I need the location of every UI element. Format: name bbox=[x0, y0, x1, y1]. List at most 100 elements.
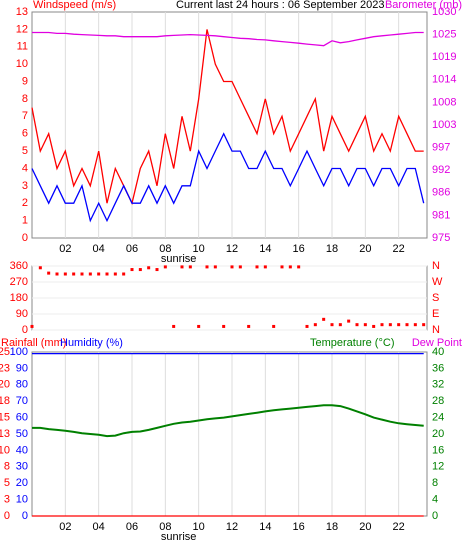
tick-label-y2ticks: 28 bbox=[432, 395, 444, 407]
direction-point bbox=[222, 324, 226, 328]
tick-label-yticks: 90 bbox=[16, 362, 28, 374]
tick-label-y2ticks: 992 bbox=[432, 164, 450, 176]
x-tick-label: 04 bbox=[93, 521, 105, 533]
tick-label-y3ticks: 0 bbox=[4, 510, 10, 522]
tick-label-yticks: 270 bbox=[10, 276, 28, 288]
tick-label-y2ticks: N bbox=[432, 324, 440, 336]
direction-point bbox=[297, 265, 301, 269]
dew-point-title: Dew Point bbox=[412, 337, 462, 349]
direction-point bbox=[30, 324, 34, 328]
x-tick-label: 14 bbox=[259, 243, 271, 255]
series-line bbox=[32, 404, 424, 438]
humidity-title: Humidity (%) bbox=[60, 337, 123, 349]
tick-label-yticks: 8 bbox=[22, 93, 28, 105]
direction-point bbox=[138, 268, 142, 272]
direction-point bbox=[322, 317, 326, 321]
direction-point bbox=[55, 272, 59, 276]
tick-label-y3ticks: 25 bbox=[0, 346, 10, 358]
tick-label-y2ticks: 4 bbox=[432, 494, 438, 506]
direction-point bbox=[247, 324, 251, 328]
annotation: sunrise bbox=[161, 531, 196, 542]
tick-label-y2ticks: 981 bbox=[432, 209, 450, 221]
direction-point bbox=[363, 323, 367, 327]
direction-point bbox=[380, 323, 384, 327]
tick-label-y3ticks: 23 bbox=[0, 362, 10, 374]
x-tick-label: 02 bbox=[59, 521, 71, 533]
direction-point bbox=[88, 272, 92, 276]
tick-label-yticks: 360 bbox=[10, 260, 28, 272]
tick-label-y2ticks: 40 bbox=[432, 346, 444, 358]
tick-label-y2ticks: 1019 bbox=[432, 51, 456, 63]
y-axis-title: Windspeed (m/s) bbox=[33, 0, 116, 11]
tick-label-yticks: 70 bbox=[16, 395, 28, 407]
direction-point bbox=[63, 272, 67, 276]
x-tick-label: 14 bbox=[259, 521, 271, 533]
tick-label-yticks: 0 bbox=[22, 324, 28, 336]
tick-label-y2ticks: 16 bbox=[432, 444, 444, 456]
tick-label-y3ticks: 10 bbox=[0, 444, 10, 456]
tick-label-y2ticks: S bbox=[432, 292, 439, 304]
x-tick-label: 02 bbox=[59, 243, 71, 255]
direction-point bbox=[122, 272, 126, 276]
tick-label-y2ticks: 975 bbox=[432, 232, 450, 244]
barometer-title: Barometer (mb) bbox=[385, 0, 462, 11]
tick-label-yticks: 10 bbox=[16, 494, 28, 506]
series-line bbox=[31, 29, 424, 206]
direction-point bbox=[188, 265, 192, 269]
tick-label-y2ticks: 1008 bbox=[432, 96, 456, 108]
tick-label-y3ticks: 5 bbox=[4, 477, 10, 489]
direction-point bbox=[338, 323, 342, 327]
tick-label-yticks: 60 bbox=[16, 412, 28, 424]
direction-point bbox=[413, 323, 417, 327]
tick-label-yticks: 80 bbox=[16, 379, 28, 391]
tick-label-yticks: 100 bbox=[10, 346, 28, 358]
direction-point bbox=[72, 272, 76, 276]
tick-label-y3ticks: 20 bbox=[0, 379, 10, 391]
direction-point bbox=[255, 265, 259, 269]
tick-label-yticks: 20 bbox=[16, 477, 28, 489]
tick-label-y2ticks: E bbox=[432, 308, 439, 320]
tick-label-y2ticks: 986 bbox=[432, 187, 450, 199]
direction-point bbox=[263, 265, 267, 269]
direction-point bbox=[397, 323, 401, 327]
direction-point bbox=[130, 268, 134, 272]
tick-label-yticks: 9 bbox=[22, 75, 28, 87]
direction-point bbox=[372, 324, 376, 328]
tick-label-yticks: 90 bbox=[16, 308, 28, 320]
direction-point bbox=[197, 324, 201, 328]
tick-label-yticks: 11 bbox=[17, 41, 28, 53]
tick-label-yticks: 40 bbox=[16, 444, 28, 456]
tick-label-y2ticks: 32 bbox=[432, 379, 444, 391]
x-tick-label: 04 bbox=[93, 243, 105, 255]
tick-label-y2ticks: 1014 bbox=[432, 74, 456, 86]
direction-point bbox=[280, 265, 284, 269]
tick-label-yticks: 10 bbox=[16, 58, 28, 70]
tick-label-yticks: 7 bbox=[22, 110, 28, 122]
tick-label-y3ticks: 8 bbox=[4, 461, 10, 473]
direction-point bbox=[172, 324, 176, 328]
direction-point bbox=[213, 265, 217, 269]
direction-point bbox=[155, 268, 159, 272]
direction-point bbox=[47, 271, 51, 275]
tick-label-yticks: 0 bbox=[22, 232, 28, 244]
tick-label-y3ticks: 15 bbox=[0, 412, 10, 424]
direction-point bbox=[113, 272, 117, 276]
tick-label-yticks: 30 bbox=[16, 461, 28, 473]
x-tick-label: 16 bbox=[293, 521, 305, 533]
tick-label-y2ticks: N bbox=[432, 260, 440, 272]
tick-label-y2ticks: W bbox=[432, 276, 443, 288]
direction-point bbox=[205, 265, 209, 269]
direction-point bbox=[230, 265, 234, 269]
tick-label-yticks: 4 bbox=[22, 162, 28, 174]
tick-label-yticks: 13 bbox=[16, 6, 28, 18]
x-tick-label: 08 bbox=[159, 243, 171, 255]
tick-label-y2ticks: 36 bbox=[432, 362, 444, 374]
x-tick-label: 12 bbox=[226, 243, 238, 255]
x-tick-label: 06 bbox=[126, 521, 138, 533]
x-tick-label: 10 bbox=[193, 243, 205, 255]
direction-point bbox=[238, 265, 242, 269]
rainfall-title: Rainfall (mm) bbox=[1, 337, 66, 349]
series-line bbox=[32, 31, 424, 47]
tick-label-yticks: 12 bbox=[16, 23, 28, 35]
x-tick-label: 08 bbox=[159, 521, 171, 533]
